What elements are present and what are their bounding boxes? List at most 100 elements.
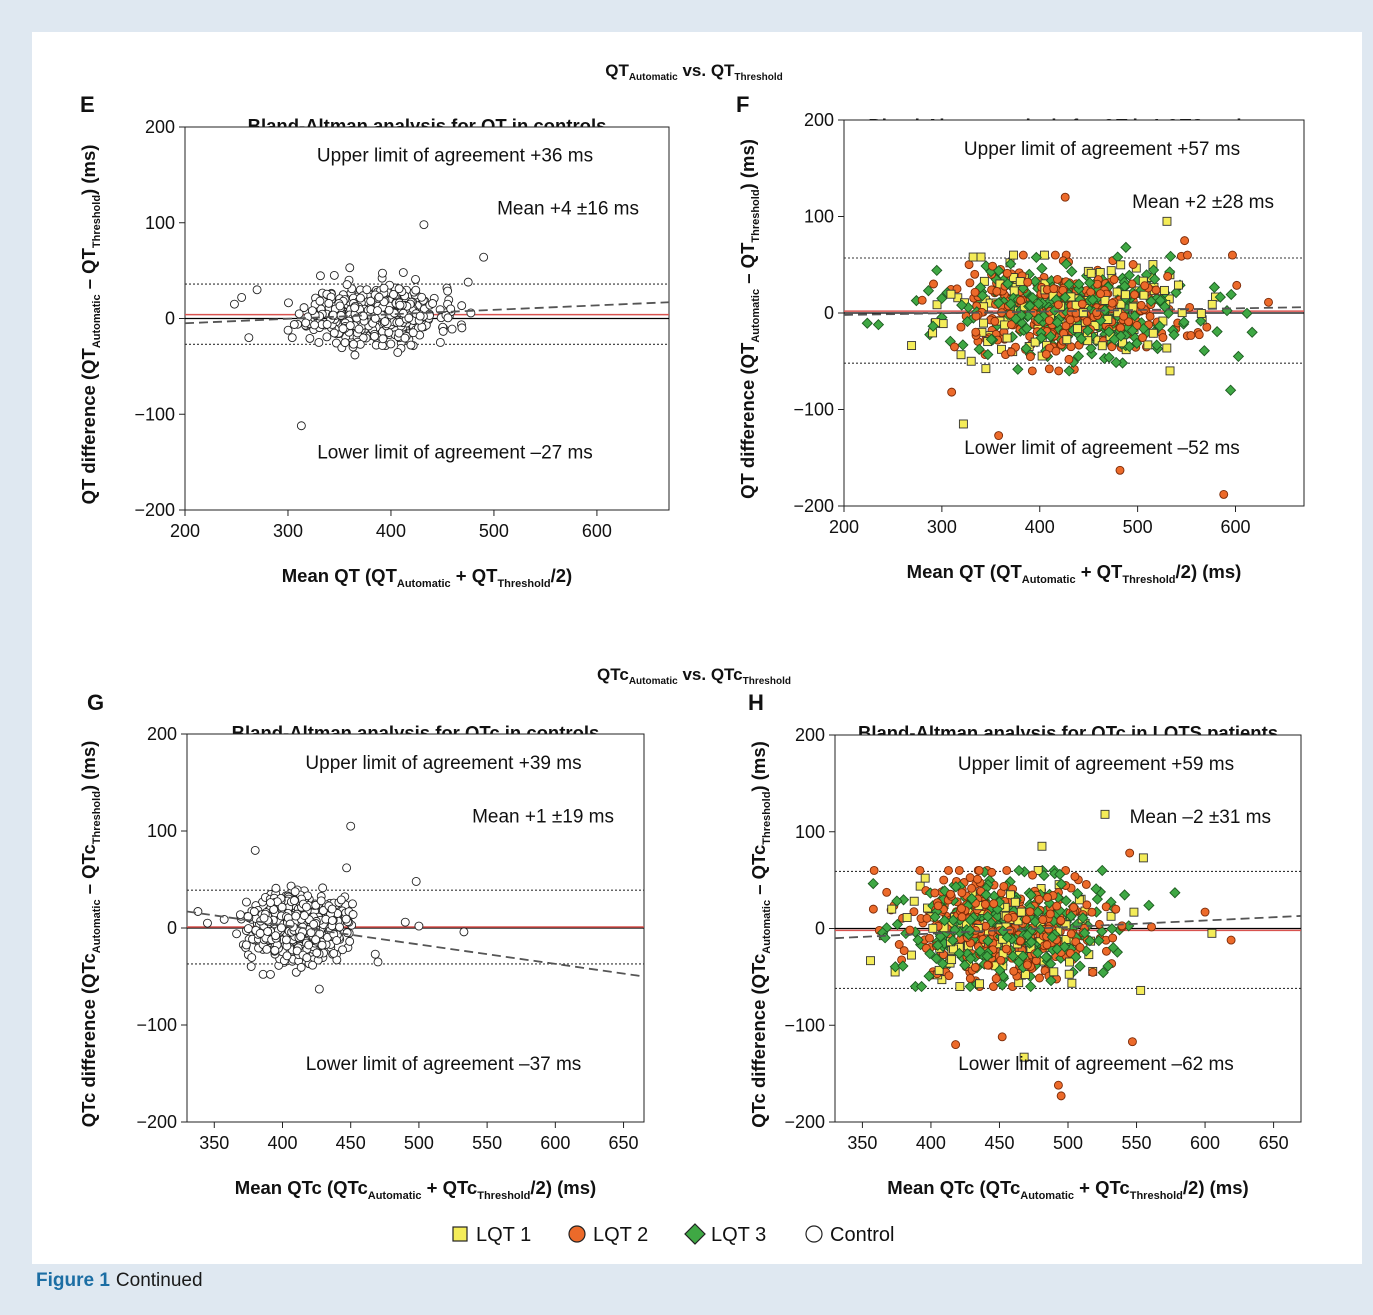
- point-control: [317, 940, 327, 950]
- point-control: [327, 904, 337, 914]
- point-lqt3: [937, 958, 949, 970]
- upper-loa-label: Upper limit of agreement +57 ms: [964, 139, 1240, 160]
- point-lqt2: [983, 960, 993, 970]
- point-control: [291, 911, 301, 921]
- point-control: [336, 310, 346, 320]
- point-lqt3: [912, 934, 924, 946]
- y-tick-label: −200: [793, 496, 834, 516]
- point-control: [394, 328, 404, 338]
- y-tick-label: 100: [804, 207, 834, 227]
- point-lqt1: [1143, 340, 1153, 350]
- mean-label: Mean +2 ±28 ms: [1132, 192, 1274, 213]
- x-tick-label: 500: [1123, 517, 1153, 537]
- point-lqt3: [932, 939, 944, 952]
- point-lqt2: [1034, 894, 1044, 904]
- section-header-qtc: QTcAutomatic vs. QTcThreshold: [597, 665, 791, 687]
- point-control: [348, 899, 357, 909]
- point-lqt2: [1163, 271, 1173, 281]
- point-control: [266, 898, 275, 908]
- figure-panel: QTAutomatic vs. QTThreshold QTcAutomatic …: [32, 32, 1362, 1264]
- point-control: [350, 350, 360, 360]
- point-lqt1: [1016, 907, 1026, 917]
- point-lqt3: [1178, 316, 1190, 328]
- point-lqt3: [974, 945, 986, 957]
- upper-loa-label: Upper limit of agreement +39 ms: [305, 753, 581, 774]
- point-control: [443, 286, 453, 296]
- point-lqt3: [1032, 298, 1045, 310]
- point-control: [307, 306, 317, 316]
- point-lqt3: [1079, 927, 1091, 939]
- point-lqt3: [1091, 893, 1104, 905]
- point-lqt1: [979, 276, 989, 286]
- x-tick-label: 200: [170, 521, 200, 541]
- point-lqt2: [981, 921, 991, 931]
- point-lqt1: [955, 982, 965, 991]
- point-lqt3: [1020, 342, 1032, 355]
- point-control: [393, 347, 403, 357]
- point-lqt3: [1198, 345, 1210, 357]
- point-lqt2: [1138, 333, 1147, 343]
- point-control: [311, 935, 321, 945]
- x-tick-label: 500: [1053, 1133, 1083, 1153]
- point-control: [235, 910, 245, 920]
- point-control: [289, 896, 299, 906]
- point-lqt2: [1015, 936, 1025, 946]
- point-lqt2: [967, 883, 977, 893]
- point-lqt3: [964, 952, 977, 965]
- point-lqt1: [1015, 277, 1025, 287]
- point-control: [305, 333, 315, 343]
- point-lqt3: [961, 315, 974, 328]
- point-lqt2: [1082, 900, 1092, 910]
- x-tick-label: 400: [1025, 517, 1055, 537]
- point-lqt3: [953, 947, 965, 960]
- point-lqt1: [1106, 266, 1116, 276]
- point-control: [340, 338, 350, 348]
- point-control: [384, 305, 394, 315]
- point-lqt2: [973, 874, 982, 884]
- point-lqt1: [947, 955, 957, 965]
- legend-label: LQT 3: [711, 1224, 766, 1246]
- point-lqt1: [976, 252, 986, 262]
- point-lqt2: [997, 1032, 1007, 1042]
- point-control: [332, 936, 342, 945]
- y-axis-label: QTc difference (QTcAutomatic – QTcThresh…: [78, 741, 103, 1128]
- chart-f: FBland-Altman analysis for QT in LQTS pa…: [736, 92, 1305, 586]
- point-control: [249, 907, 259, 917]
- point-control: [282, 951, 292, 961]
- point-lqt3: [1002, 278, 1014, 290]
- point-control: [329, 328, 339, 338]
- point-control: [373, 306, 382, 316]
- point-lqt3: [1017, 950, 1029, 962]
- legend: LQT 1 LQT 2 LQT 3 Control: [452, 1223, 894, 1246]
- point-lqt3: [1073, 278, 1085, 290]
- point-control: [342, 280, 352, 290]
- point-control: [342, 863, 352, 873]
- point-control: [296, 932, 306, 942]
- point-control: [252, 285, 262, 295]
- point-lqt3: [1241, 307, 1253, 319]
- point-control: [411, 876, 421, 886]
- point-lqt1: [1064, 969, 1074, 979]
- point-lqt1: [1165, 366, 1175, 376]
- point-control: [281, 935, 291, 945]
- y-tick-label: −100: [793, 400, 834, 420]
- mean-label: Mean –2 ±31 ms: [1130, 807, 1271, 828]
- x-tick-label: 400: [376, 521, 406, 541]
- point-lqt3: [1087, 294, 1099, 306]
- point-lqt3: [1118, 889, 1131, 901]
- point-lqt3: [1025, 980, 1037, 993]
- point-control: [244, 333, 254, 343]
- point-control: [341, 914, 351, 924]
- point-lqt3: [1149, 273, 1161, 285]
- point-control: [271, 931, 281, 941]
- point-lqt2: [1052, 901, 1062, 911]
- point-lqt2: [1081, 880, 1091, 889]
- point-lqt2: [1028, 870, 1037, 880]
- point-control: [284, 298, 293, 308]
- point-lqt2: [1264, 297, 1273, 307]
- figure-caption: Figure 1 Continued: [36, 1270, 203, 1292]
- point-lqt2: [1087, 907, 1097, 917]
- point-lqt2: [1075, 942, 1085, 952]
- point-control: [370, 331, 379, 341]
- legend-label: Control: [830, 1224, 894, 1246]
